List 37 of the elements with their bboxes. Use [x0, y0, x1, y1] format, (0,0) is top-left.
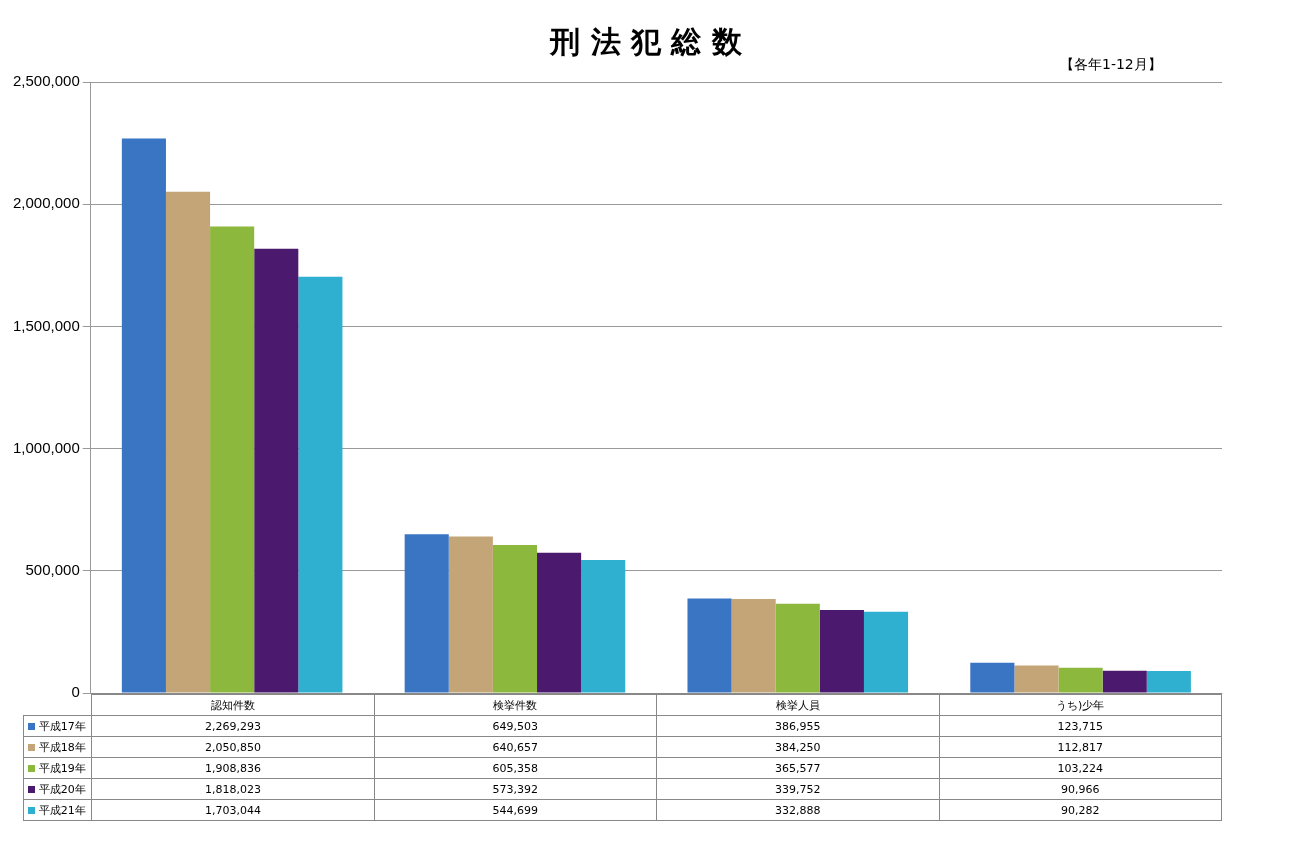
x-tick-label: 検挙人員	[656, 694, 939, 716]
data-label: 90,282	[939, 799, 1222, 821]
x-tick-label: 検挙件数	[374, 694, 657, 716]
y-tick-label: 2,000,000	[13, 194, 80, 212]
data-label: 365,577	[656, 757, 939, 779]
y-tick-label: 2,500,000	[13, 72, 80, 90]
y-tick-label: 500,000	[25, 560, 80, 578]
data-label: 1,703,044	[91, 799, 375, 821]
data-label: 90,966	[939, 778, 1222, 800]
x-tick-label: うち)少年	[939, 694, 1222, 716]
data-label: 649,503	[374, 715, 657, 737]
legend-label: 平成20年	[23, 778, 92, 800]
data-label: 384,250	[656, 736, 939, 758]
x-tick-label: 認知件数	[91, 694, 375, 716]
data-label: 2,050,850	[91, 736, 375, 758]
legend-label: 平成18年	[23, 736, 92, 758]
data-label: 103,224	[939, 757, 1222, 779]
data-label: 332,888	[656, 799, 939, 821]
chart-subtitle: 【各年1-12月】	[1060, 56, 1162, 74]
y-tick-label: 1,500,000	[13, 316, 80, 334]
data-label: 1,818,023	[91, 778, 375, 800]
data-label: 386,955	[656, 715, 939, 737]
data-label: 573,392	[374, 778, 657, 800]
legend-label: 平成17年	[23, 715, 92, 737]
y-tick-label: 1,000,000	[13, 438, 80, 456]
data-label: 605,358	[374, 757, 657, 779]
data-label: 544,699	[374, 799, 657, 821]
data-label: 640,657	[374, 736, 657, 758]
data-label: 112,817	[939, 736, 1222, 758]
data-label: 123,715	[939, 715, 1222, 737]
chart-title: 刑 法 犯 総 数	[550, 24, 742, 59]
y-tick-label: 0	[71, 683, 80, 701]
data-label: 1,908,836	[91, 757, 375, 779]
legend-label: 平成19年	[23, 757, 92, 779]
data-label: 339,752	[656, 778, 939, 800]
data-label: 2,269,293	[91, 715, 375, 737]
legend-label: 平成21年	[23, 799, 92, 821]
